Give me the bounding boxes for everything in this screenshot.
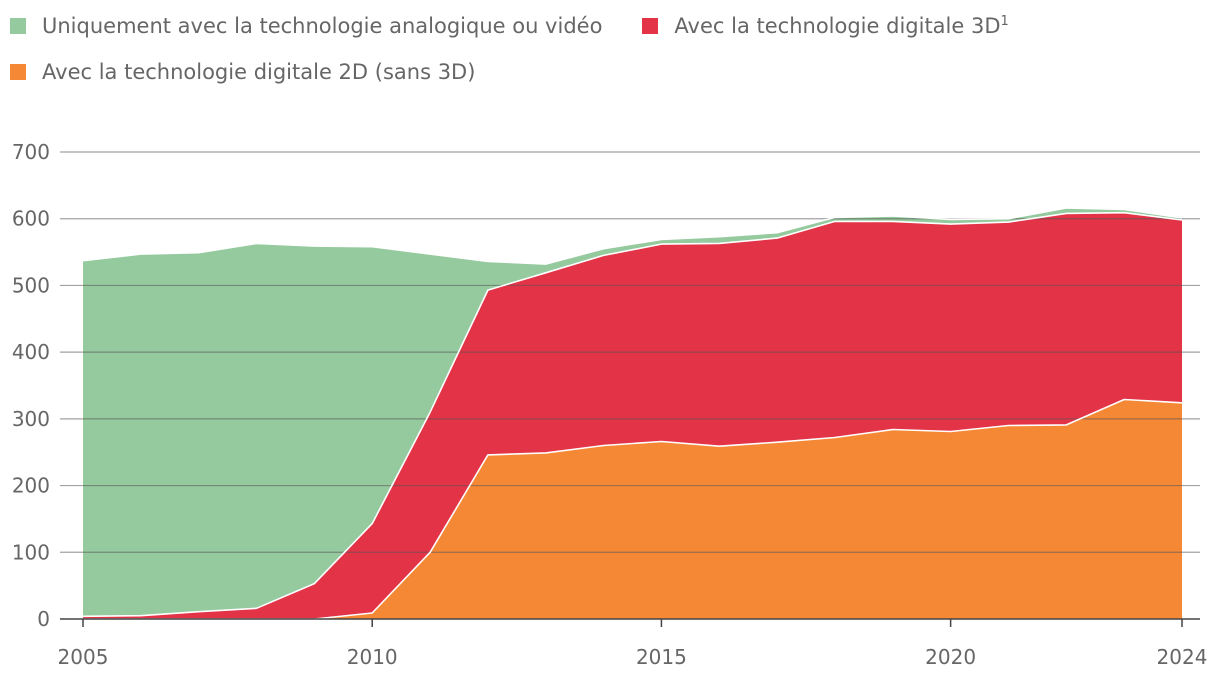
x-tick-label-2020: 2020	[925, 645, 976, 669]
legend-swatch-analog	[10, 18, 26, 34]
legend: Uniquement avec la technologie analogiqu…	[10, 12, 1210, 104]
y-tick-label-100: 100	[12, 540, 50, 564]
legend-label-analog: Uniquement avec la technologie analogiqu…	[42, 14, 603, 38]
footnote-marker: 1	[1000, 14, 1009, 29]
area-3d	[83, 212, 1182, 619]
legend-swatch-2d	[10, 64, 26, 80]
y-tick-label-200: 200	[12, 474, 50, 498]
y-tick-label-600: 600	[12, 207, 50, 231]
area-2d	[83, 399, 1182, 619]
area-analog	[83, 208, 1182, 617]
area-analog-edge	[82, 207, 1183, 265]
x-tick-label-2010: 2010	[347, 645, 398, 669]
area-3d-edge	[82, 211, 1183, 618]
y-tick-label-500: 500	[12, 273, 50, 297]
legend-label-2d: Avec la technologie digitale 2D (sans 3D…	[42, 60, 476, 84]
legend-item-3d: Avec la technologie digitale 3D1	[642, 14, 1009, 38]
x-tick-label-2005: 2005	[58, 645, 109, 669]
legend-item-2d: Avec la technologie digitale 2D (sans 3D…	[10, 60, 475, 84]
y-tick-label-0: 0	[37, 607, 50, 631]
legend-swatch-3d	[642, 18, 659, 34]
legend-label-3d: Avec la technologie digitale 3D1	[674, 14, 1008, 38]
y-tick-label-300: 300	[12, 407, 50, 431]
y-tick-label-700: 700	[12, 140, 50, 164]
x-tick-label-2015: 2015	[636, 645, 687, 669]
legend-label-3d-text: Avec la technologie digitale 3D	[674, 14, 1001, 38]
x-tick-label-2024: 2024	[1157, 645, 1208, 669]
y-tick-label-400: 400	[12, 340, 50, 364]
legend-item-analog: Uniquement avec la technologie analogiqu…	[10, 14, 602, 38]
